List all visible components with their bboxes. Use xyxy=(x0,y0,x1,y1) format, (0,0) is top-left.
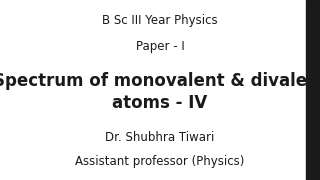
Text: Spectrum of monovalent & divalent
atoms - IV: Spectrum of monovalent & divalent atoms … xyxy=(0,72,320,112)
Text: B Sc III Year Physics: B Sc III Year Physics xyxy=(102,14,218,27)
Text: Paper - I: Paper - I xyxy=(136,40,184,53)
Bar xyxy=(306,0,320,180)
Text: Assistant professor (Physics): Assistant professor (Physics) xyxy=(75,155,245,168)
Text: Dr. Shubhra Tiwari: Dr. Shubhra Tiwari xyxy=(105,131,215,144)
